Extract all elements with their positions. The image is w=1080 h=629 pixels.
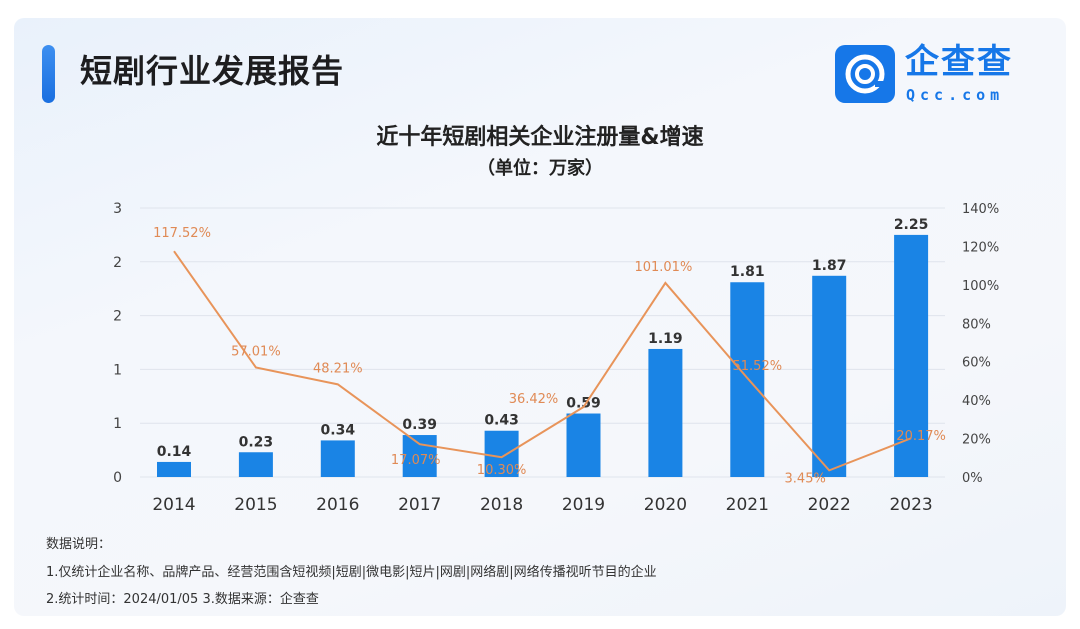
growth-rate-label: 10.30% bbox=[477, 463, 527, 478]
growth-rate-label: 57.01% bbox=[231, 344, 281, 359]
bar bbox=[812, 275, 847, 477]
left-tick-label: 0 bbox=[113, 470, 122, 486]
bar bbox=[402, 435, 437, 477]
left-tick-label: 2 bbox=[113, 309, 122, 325]
x-tick-label: 2014 bbox=[152, 495, 195, 515]
growth-line bbox=[173, 250, 912, 472]
right-tick-label: 80% bbox=[962, 317, 991, 332]
x-tick-label: 2020 bbox=[644, 495, 687, 515]
x-tick-label: 2017 bbox=[398, 495, 441, 515]
right-tick-label: 100% bbox=[962, 279, 999, 294]
x-tick-label: 2019 bbox=[562, 495, 605, 515]
bar-value-label: 0.23 bbox=[239, 434, 274, 450]
chart-subtitle: （单位：万家） bbox=[477, 158, 603, 179]
left-tick-label: 2 bbox=[113, 255, 122, 271]
bar bbox=[320, 440, 355, 477]
notes-heading: 数据说明： bbox=[46, 537, 112, 552]
logo-name: 企查查 bbox=[905, 42, 1013, 82]
growth-rate-label: 17.07% bbox=[391, 453, 441, 468]
title-accent-bar bbox=[42, 45, 55, 103]
bar bbox=[648, 348, 683, 477]
bar bbox=[730, 282, 765, 477]
logo-url: Qcc.com bbox=[906, 86, 1005, 104]
bar-value-label: 0.43 bbox=[484, 413, 519, 429]
right-tick-label: 60% bbox=[962, 356, 991, 371]
bar-value-label: 1.19 bbox=[648, 331, 683, 347]
x-tick-label: 2016 bbox=[316, 495, 359, 515]
bar-value-label: 0.39 bbox=[402, 417, 437, 433]
bar bbox=[238, 452, 273, 477]
x-tick-label: 2022 bbox=[808, 495, 851, 515]
bar-value-label: 2.25 bbox=[894, 217, 929, 233]
x-tick-label: 2023 bbox=[889, 495, 932, 515]
growth-rate-label: 101.01% bbox=[634, 260, 692, 275]
right-tick-label: 40% bbox=[962, 394, 991, 409]
right-tick-label: 20% bbox=[962, 433, 991, 448]
growth-rate-label: 51.52% bbox=[733, 359, 783, 374]
bar bbox=[157, 461, 191, 477]
bar bbox=[484, 430, 519, 477]
qcc-logo-icon bbox=[835, 45, 895, 103]
growth-rate-label: 117.52% bbox=[153, 226, 211, 241]
right-tick-label: 120% bbox=[962, 240, 999, 255]
left-tick-label: 1 bbox=[113, 362, 122, 378]
bar-value-label: 0.14 bbox=[157, 444, 192, 460]
bar bbox=[894, 234, 929, 477]
growth-rate-label: 20.17% bbox=[896, 429, 946, 444]
chart-title: 近十年短剧相关企业注册量&增速 bbox=[376, 125, 704, 150]
bar-value-label: 0.34 bbox=[321, 422, 356, 438]
bar-value-label: 1.87 bbox=[812, 258, 847, 274]
notes-line-2: 2.统计时间：2024/01/05 3.数据来源：企查查 bbox=[46, 592, 319, 607]
growth-rate-label: 3.45% bbox=[785, 471, 826, 486]
bar-value-label: 0.59 bbox=[566, 396, 601, 412]
growth-rate-label: 48.21% bbox=[313, 361, 363, 376]
bar-value-label: 1.81 bbox=[730, 264, 765, 280]
x-tick-label: 2021 bbox=[726, 495, 769, 515]
notes-line-1: 1.仅统计企业名称、品牌产品、经营范围含短视频|短剧|微电影|短片|网剧|网络剧… bbox=[46, 565, 657, 580]
report-title: 短剧行业发展报告 bbox=[80, 52, 345, 90]
growth-rate-label: 36.42% bbox=[509, 392, 559, 407]
left-tick-label: 1 bbox=[113, 416, 122, 432]
bar bbox=[566, 413, 601, 477]
right-tick-label: 0% bbox=[962, 471, 983, 486]
right-tick-label: 140% bbox=[962, 202, 999, 217]
x-tick-label: 2015 bbox=[234, 495, 277, 515]
report-card bbox=[14, 18, 1066, 616]
x-tick-label: 2018 bbox=[480, 495, 523, 515]
left-tick-label: 3 bbox=[113, 201, 122, 217]
